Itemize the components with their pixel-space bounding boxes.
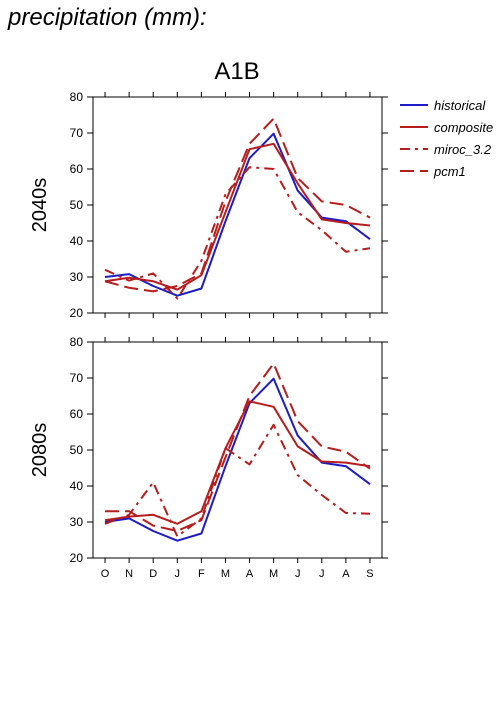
y-tick-label: 40 bbox=[70, 234, 84, 248]
series-line-historical bbox=[104, 377, 371, 542]
x-tick-label: A bbox=[246, 568, 254, 580]
legend: historical composite miroc_3.2 pcm1 bbox=[400, 98, 493, 179]
y-tick-label: 20 bbox=[70, 306, 84, 320]
x-tick-label: M bbox=[269, 568, 278, 580]
y-tick-label: 40 bbox=[70, 479, 84, 493]
y-tick-label: 60 bbox=[70, 407, 84, 421]
legend-label-historical: historical bbox=[434, 98, 486, 113]
x-tick-label: J bbox=[295, 568, 301, 580]
x-tick-label: M bbox=[221, 568, 230, 580]
row-label: 2080s bbox=[29, 423, 51, 478]
y-tick-label: 20 bbox=[70, 551, 84, 565]
x-tick-label: S bbox=[366, 568, 373, 580]
x-tick-label: D bbox=[149, 568, 157, 580]
y-tick-label: 60 bbox=[70, 162, 84, 176]
page-heading: precipitation (mm): bbox=[8, 4, 207, 31]
series-line-miroc-3-2 bbox=[104, 423, 371, 538]
x-tick-label: O bbox=[101, 568, 110, 580]
chart-panels: 20 30 40 50 60 70 80 2040s 20 30 40 50 60 70 80 O N D J F M A… bbox=[29, 90, 388, 580]
y-tick-label: 30 bbox=[70, 515, 84, 529]
series-line-miroc-3-2 bbox=[104, 166, 371, 300]
panel-2080s: 20 30 40 50 60 70 80 O N D J F M A M J J A S 2080s bbox=[29, 335, 388, 580]
x-tick-label: A bbox=[342, 568, 350, 580]
series-line-pcm1 bbox=[105, 362, 371, 532]
y-tick-label: 80 bbox=[70, 90, 84, 104]
y-tick-label: 70 bbox=[70, 126, 84, 140]
row-label: 2040s bbox=[29, 178, 51, 233]
y-tick-label: 30 bbox=[70, 270, 84, 284]
x-tick-label: F bbox=[198, 568, 205, 580]
legend-label-composite: composite bbox=[434, 120, 493, 135]
y-tick-label: 70 bbox=[70, 371, 84, 385]
y-tick-label: 80 bbox=[70, 335, 84, 349]
x-tick-label: J bbox=[319, 568, 325, 580]
y-tick-label: 50 bbox=[70, 443, 84, 457]
y-tick-label: 50 bbox=[70, 198, 84, 212]
legend-label-miroc-3-2: miroc_3.2 bbox=[434, 142, 492, 157]
x-tick-label: J bbox=[175, 568, 181, 580]
series-line-historical bbox=[104, 132, 371, 297]
legend-label-pcm1: pcm1 bbox=[433, 164, 466, 179]
series-line-composite bbox=[104, 400, 371, 525]
panel-2040s: 20 30 40 50 60 70 80 2040s bbox=[29, 90, 388, 320]
chart-title: A1B bbox=[214, 58, 259, 85]
plot-frame bbox=[92, 96, 383, 314]
series-line-composite bbox=[104, 142, 371, 291]
x-tick-label: N bbox=[125, 568, 133, 580]
series-line-pcm1 bbox=[104, 117, 371, 293]
